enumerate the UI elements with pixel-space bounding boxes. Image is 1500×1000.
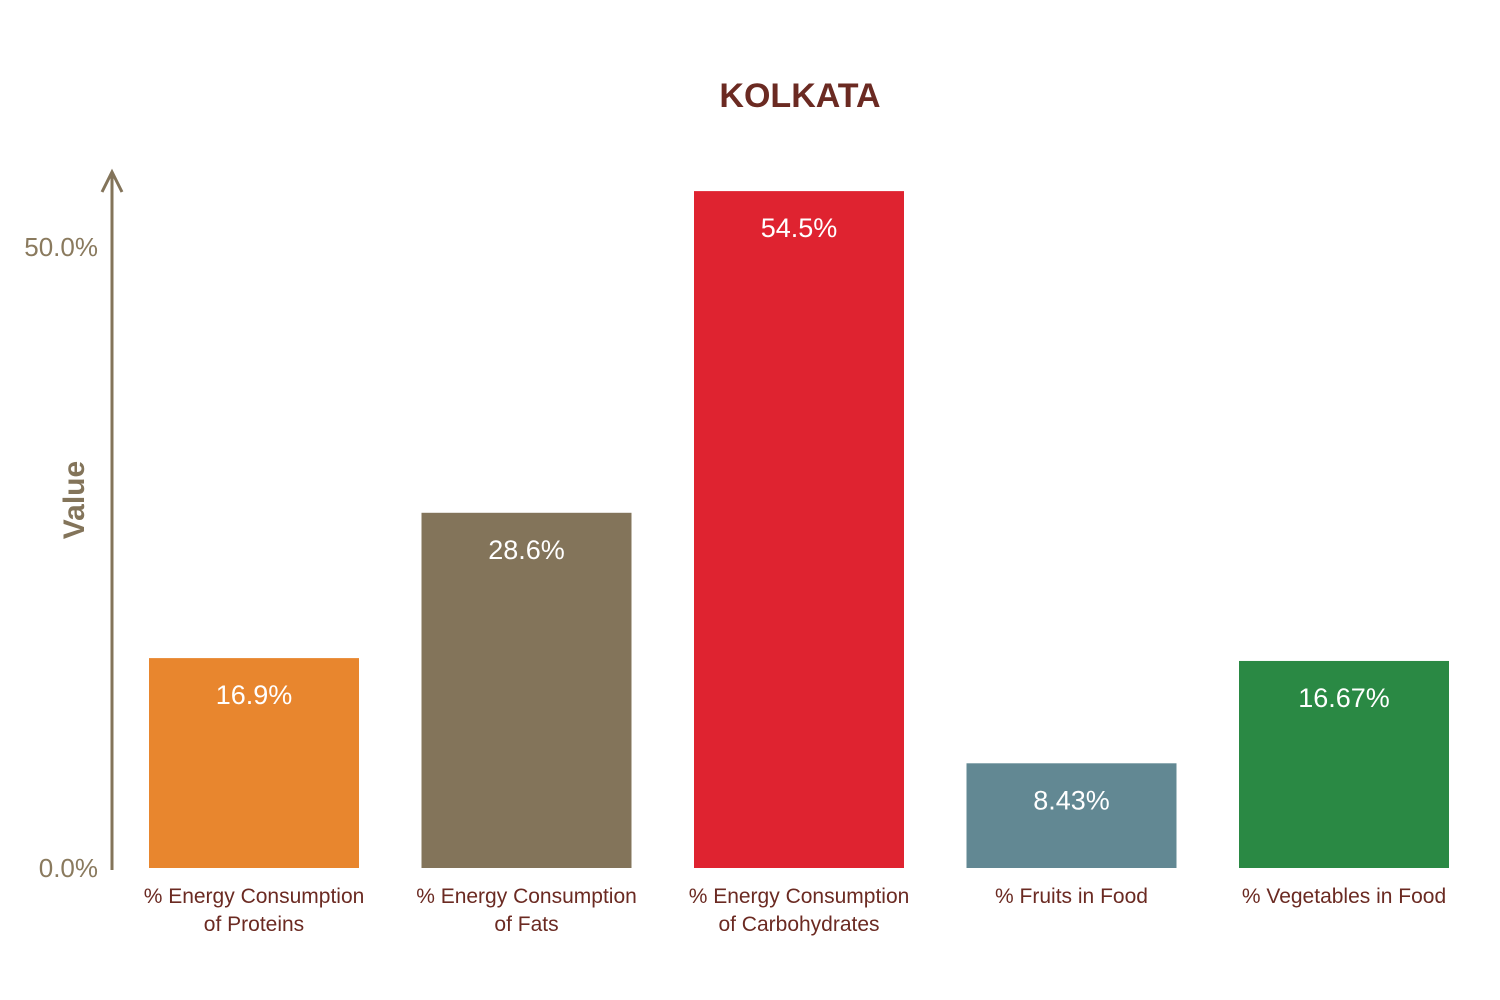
bar (421, 512, 632, 868)
y-tick-label: 0.0% (39, 853, 98, 883)
bar-value-label: 54.5% (761, 213, 838, 243)
bar (149, 658, 359, 868)
category-label-line: % Energy Consumption (689, 885, 910, 908)
category-label: % Energy Consumption of Proteins (144, 885, 365, 936)
category-label-line: % Fruits in Food (995, 885, 1148, 908)
chart-title: KOLKATA (719, 77, 880, 115)
bars (149, 191, 1449, 869)
y-axis: Value 0.0% 50.0% (24, 168, 124, 883)
category-label: % Vegetables in Food (1242, 885, 1446, 908)
bar-value-label: 16.9% (216, 680, 293, 710)
category-labels: % Energy Consumption of Proteins% Energy … (144, 885, 1446, 936)
bar-value-label: 28.6% (488, 535, 565, 565)
category-label-line: % Energy Consumption (416, 885, 637, 908)
bar-value-labels: 16.9% 28.6% 54.5% 8.43% 16.67% (216, 213, 1390, 815)
bar (966, 763, 1177, 868)
y-axis-arrow (100, 168, 124, 193)
bar (694, 191, 904, 869)
bar-value-label: 16.67% (1298, 683, 1390, 713)
bar (1239, 660, 1449, 868)
category-label: % Energy Consumption of Fats (416, 885, 637, 936)
y-tick-labels: 0.0% 50.0% (24, 232, 98, 883)
category-label-line: of Fats (494, 913, 558, 936)
bar-value-label: 8.43% (1033, 785, 1110, 815)
category-label-line: % Vegetables in Food (1242, 885, 1446, 908)
category-label-line: of Proteins (204, 913, 304, 936)
category-label-line: of Carbohydrates (718, 913, 879, 936)
category-label: % Energy Consumption of Carbohydrates (689, 885, 910, 936)
category-label: % Fruits in Food (995, 885, 1148, 908)
category-label-line: % Energy Consumption (144, 885, 365, 908)
y-axis-label: Value (58, 461, 91, 539)
y-tick-label: 50.0% (24, 232, 98, 262)
